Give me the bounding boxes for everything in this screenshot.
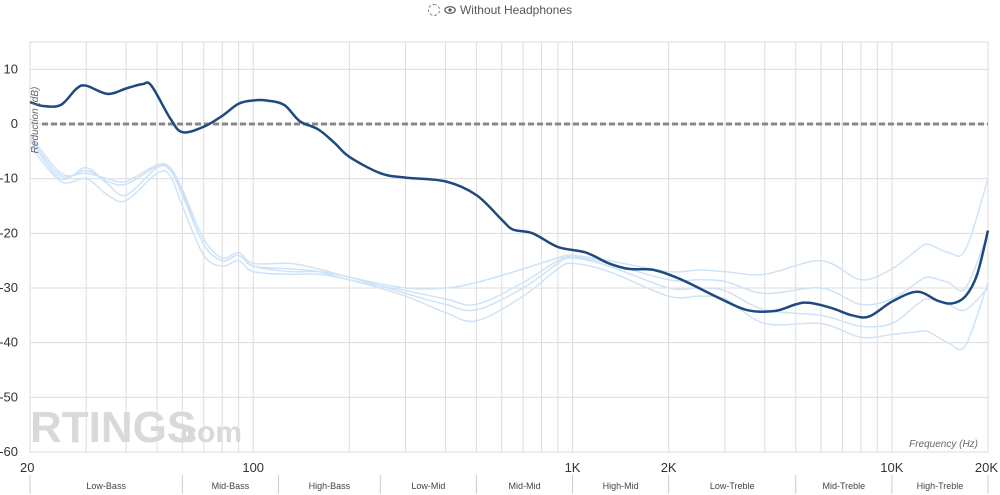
- series-toggle-icon[interactable]: [427, 4, 440, 16]
- x-axis-ticks: 20 100 1K 2K 10K 20K: [20, 460, 998, 475]
- main-series: [29, 81, 990, 319]
- y-tick-label: -10: [0, 171, 18, 186]
- band-label: High-Treble: [917, 481, 964, 491]
- x-tick-label: 1K: [565, 460, 581, 475]
- watermark-suffix: .com: [172, 416, 242, 449]
- y-tick-label: -20: [0, 225, 18, 240]
- band-label: High-Bass: [309, 481, 351, 491]
- x-axis-title: Frequency (Hz): [909, 439, 978, 450]
- reference-line: [29, 134, 989, 290]
- band-label: Low-Treble: [710, 481, 755, 491]
- band-label: High-Mid: [603, 481, 639, 491]
- y-tick-label: -50: [0, 389, 18, 404]
- plot-frame: [29, 41, 989, 453]
- frequency-response-chart: RTINGS .com 100-10-20-30-40-50-60 20 100 1…: [0, 41, 998, 494]
- x-tick-label: 20: [20, 460, 34, 475]
- x-tick-label: 2K: [661, 460, 677, 475]
- main-line: [29, 81, 990, 319]
- y-axis-title: Reduction (dB): [30, 87, 41, 154]
- legend[interactable]: Without Headphones: [0, 0, 1000, 20]
- frequency-bands: Low-Bass Mid-Bass High-Bass Low-Mid Mid-Mid H…: [29, 475, 989, 494]
- reference-line: [29, 145, 989, 351]
- y-tick-label: -30: [0, 280, 18, 295]
- x-tick-label: 10K: [880, 460, 903, 475]
- reference-line: [29, 137, 989, 306]
- band-label: Mid-Bass: [212, 481, 250, 491]
- band-label: Mid-Treble: [822, 481, 865, 491]
- eye-icon: [444, 6, 456, 14]
- watermark: RTINGS .com: [30, 403, 242, 452]
- band-label: Low-Bass: [86, 481, 126, 491]
- y-tick-label: 10: [4, 61, 18, 76]
- legend-label: Without Headphones: [459, 3, 573, 17]
- y-tick-label: -60: [0, 444, 18, 459]
- reference-series: [29, 134, 989, 351]
- watermark-brand: RTINGS: [30, 403, 196, 452]
- band-label: Low-Mid: [411, 481, 445, 491]
- grid: [29, 41, 989, 453]
- band-label: Mid-Mid: [508, 481, 540, 491]
- y-axis-ticks: 10 0 -10 -20 -30 -40 -50 -60: [0, 61, 18, 459]
- y-tick-label: 0: [11, 116, 18, 131]
- x-tick-label: 20K: [975, 460, 998, 475]
- x-tick-label: 100: [242, 460, 264, 475]
- y-tick-label: -40: [0, 335, 18, 350]
